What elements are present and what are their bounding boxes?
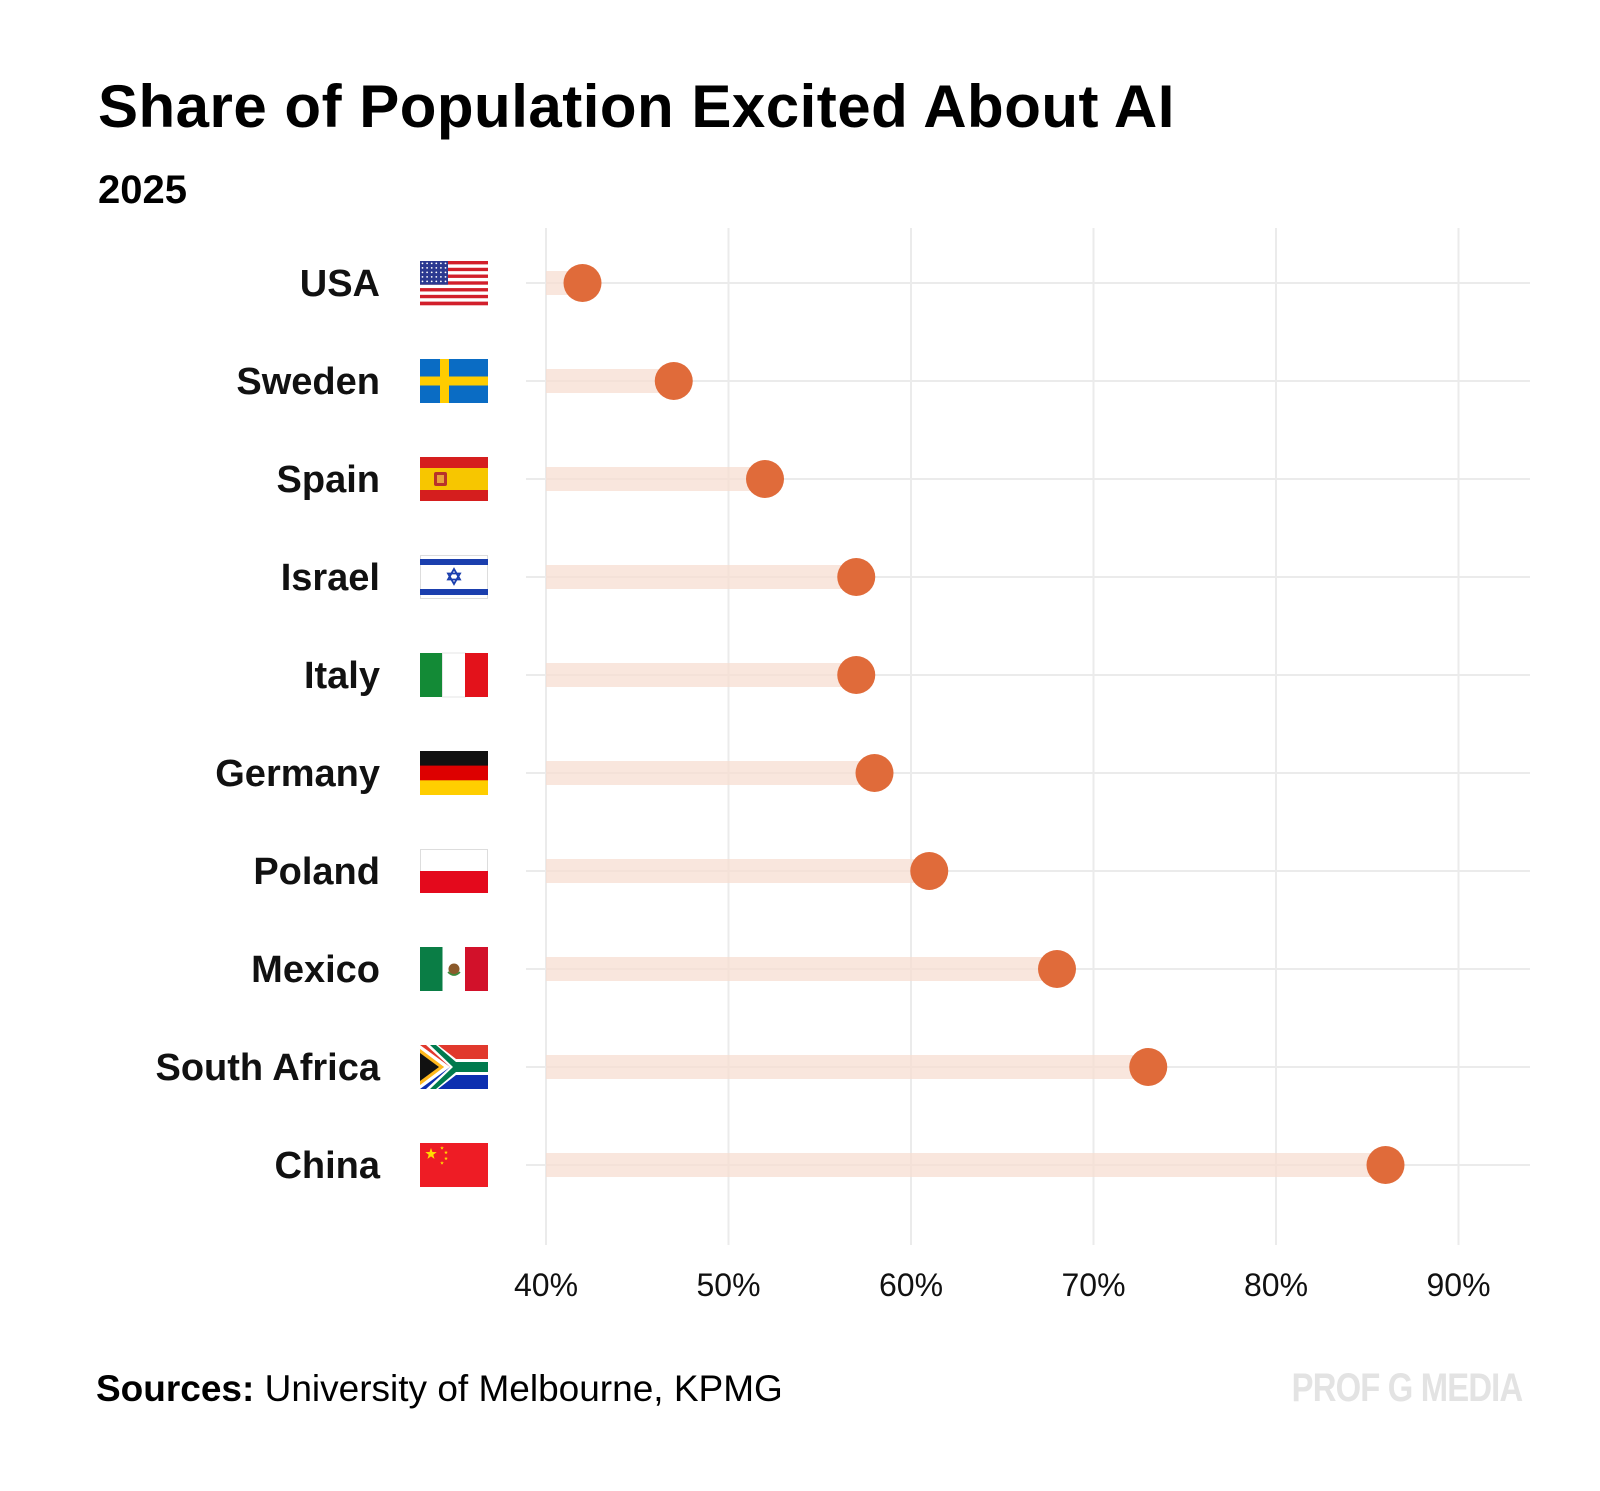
country-label: USA [300, 263, 380, 305]
chart-subtitle: 2025 [98, 168, 187, 212]
bar-china [546, 1153, 1386, 1177]
country-label: Israel [281, 557, 380, 599]
sources-label: Sources: [96, 1368, 255, 1409]
country-label: South Africa [156, 1047, 381, 1089]
usa-flag-icon [420, 261, 488, 306]
south-africa-flag-icon [420, 1045, 488, 1089]
bar-spain [546, 467, 765, 491]
country-labels: USA Sweden Spain Israel Italy Germany Poland Me… [156, 263, 381, 1187]
dots [563, 264, 1405, 1184]
bar-mexico [546, 957, 1057, 981]
dot-poland [910, 852, 949, 890]
country-label: Spain [277, 459, 380, 501]
israel-flag-icon [420, 555, 488, 599]
dot-italy [837, 656, 876, 694]
x-tick-label: 40% [514, 1267, 578, 1303]
country-label: Poland [253, 851, 380, 893]
dot-usa [563, 264, 602, 302]
country-label: China [274, 1145, 380, 1187]
dot-plot-chart: USA Sweden Spain Israel Italy Germany Poland Me… [156, 228, 1530, 1303]
spain-flag-icon [420, 457, 488, 501]
dot-spain [746, 460, 784, 498]
dot-mexico [1038, 950, 1076, 988]
sources-note: Sources: University of Melbourne, KPMG [96, 1368, 783, 1410]
dot-china [1366, 1146, 1405, 1184]
mexico-flag-icon [420, 947, 488, 991]
x-tick-label: 80% [1244, 1267, 1308, 1303]
x-tick-label: 50% [696, 1267, 760, 1303]
x-tick-label: 60% [879, 1267, 943, 1303]
dot-sweden [654, 362, 693, 400]
italy-flag-icon [420, 652, 488, 698]
country-label: Germany [215, 753, 380, 795]
sweden-flag-icon [420, 359, 488, 403]
bar-poland [546, 859, 930, 883]
x-tick-label: 70% [1061, 1267, 1125, 1303]
x-axis-ticks: 40% 50% 60% 70% 80% 90% [514, 1267, 1491, 1303]
china-flag-icon [420, 1143, 488, 1187]
bar-israel [546, 565, 857, 589]
bar-germany [546, 761, 875, 785]
country-label: Sweden [236, 361, 380, 403]
flags [420, 261, 488, 1187]
brand-watermark: PROF G MEDIA [1291, 1366, 1523, 1410]
bars [546, 271, 1386, 1177]
country-label: Mexico [251, 949, 380, 991]
dot-south-africa [1129, 1048, 1168, 1086]
dot-germany [855, 754, 894, 792]
bar-sweden [546, 369, 674, 393]
sources-text: University of Melbourne, KPMG [254, 1368, 783, 1409]
country-label: Italy [304, 655, 380, 697]
chart-title: Share of Population Excited About AI [98, 73, 1175, 140]
bar-south-africa [546, 1055, 1149, 1079]
germany-flag-icon [420, 751, 488, 795]
x-tick-label: 90% [1426, 1267, 1490, 1303]
dot-israel [837, 558, 876, 596]
bar-italy [546, 663, 857, 687]
poland-flag-icon [420, 849, 488, 893]
